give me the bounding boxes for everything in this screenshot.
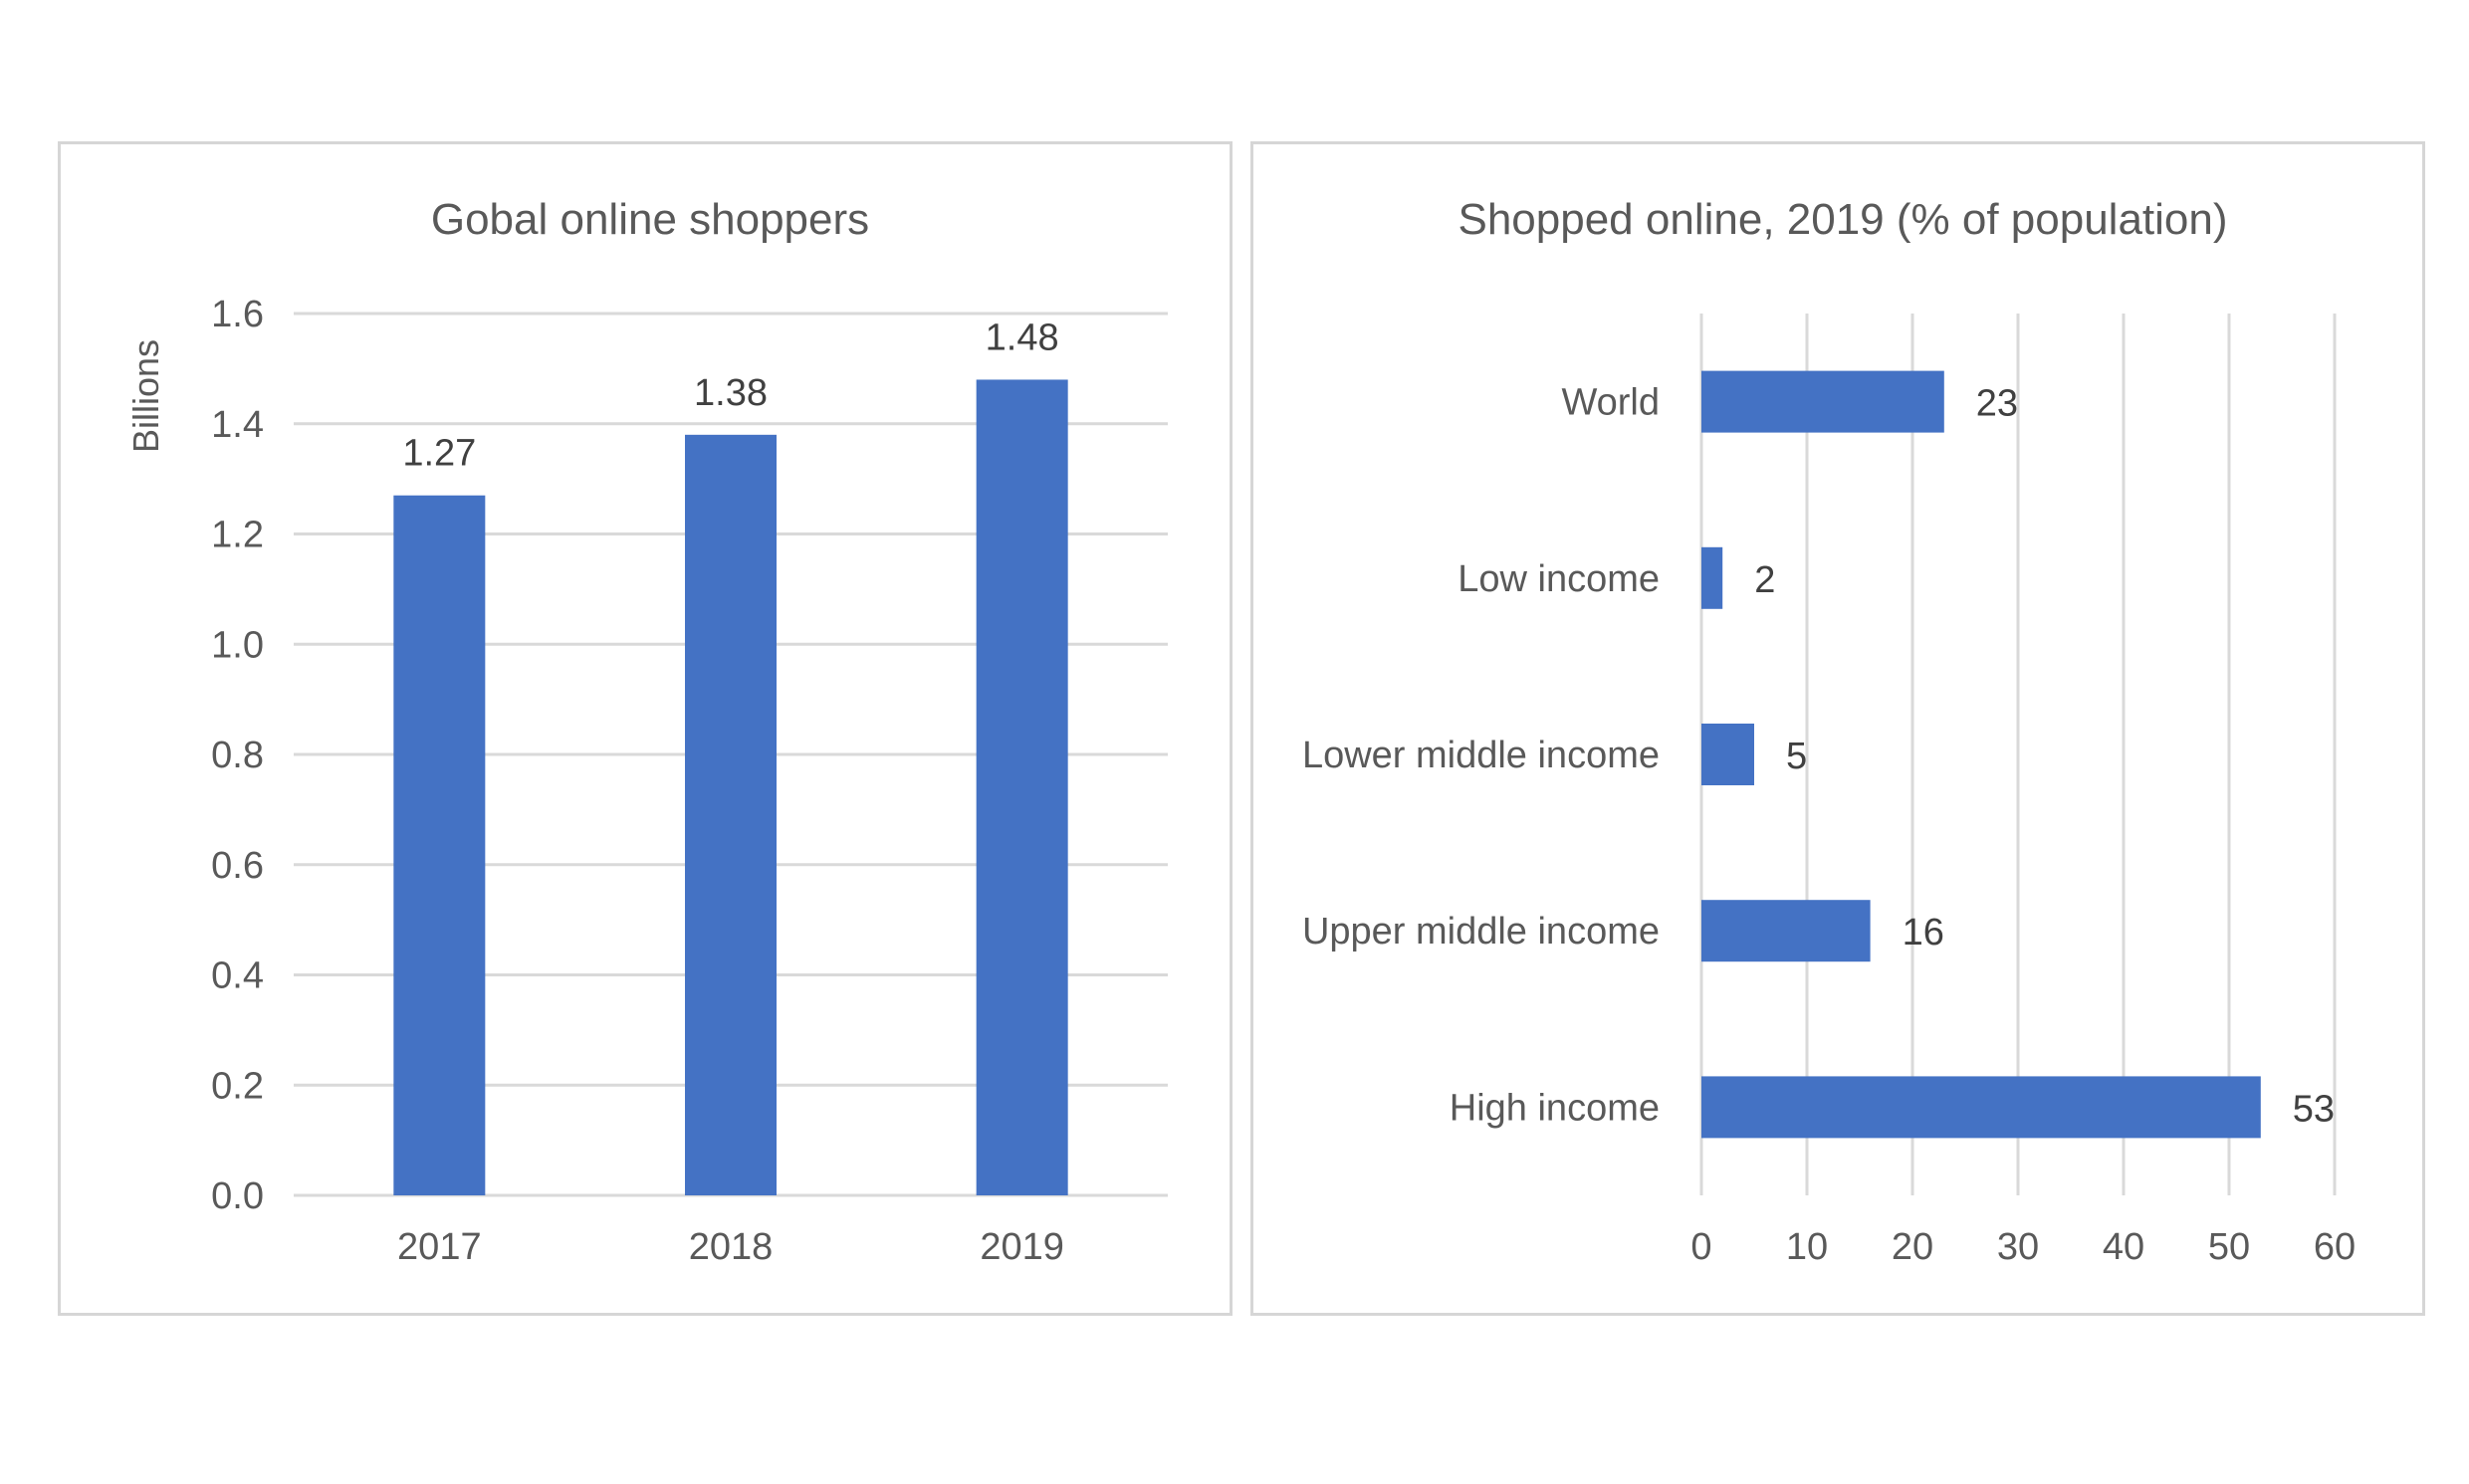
y-tick-label: 1.2 [211, 515, 264, 556]
bar-chart-global-online-shoppers: Gobal online shoppers Billions 0.0 0.2 0.4… [125, 195, 1168, 1268]
bar [1701, 546, 1723, 609]
y-tick-label: 0.2 [211, 1065, 264, 1107]
category-label: Upper middle income [1302, 911, 1660, 953]
bar [1701, 724, 1754, 785]
data-label: 23 [1976, 383, 2018, 425]
bar [685, 434, 777, 1195]
data-label: 2 [1754, 559, 1775, 601]
x-tick-label: 40 [2103, 1226, 2144, 1268]
bar [1701, 370, 1944, 433]
category-label: Lower middle income [1302, 735, 1660, 776]
x-tick-label: 2017 [397, 1226, 482, 1268]
x-tick-label: 50 [2208, 1226, 2250, 1268]
x-tick-label: 10 [1786, 1226, 1828, 1268]
y-tick-label: 1.4 [211, 404, 264, 446]
data-label: 1.48 [986, 317, 1059, 358]
x-tick-label: 30 [1997, 1226, 2039, 1268]
category-label: High income [1450, 1087, 1660, 1129]
x-tick-label: 2018 [689, 1226, 774, 1268]
chart-panel-global-online-shoppers: Gobal online shoppers Billions 0.0 0.2 0.4… [58, 141, 1233, 1316]
x-tick-label: 20 [1892, 1226, 1933, 1268]
data-label: 1.38 [694, 372, 768, 414]
bar [1701, 1076, 2261, 1139]
y-tick-label: 1.0 [211, 624, 264, 666]
data-label: 1.27 [402, 433, 476, 475]
x-tick-label: 60 [2314, 1226, 2356, 1268]
data-label: 16 [1903, 912, 1944, 954]
chart-title: Gobal online shoppers [431, 195, 869, 244]
x-tick-label: 2019 [980, 1226, 1064, 1268]
bar [393, 495, 486, 1195]
y-tick-label: 0.6 [211, 845, 264, 887]
data-label: 5 [1786, 736, 1807, 777]
y-tick-label: 0.8 [211, 735, 264, 776]
category-label: Low income [1458, 558, 1660, 600]
y-tick-label: 0.4 [211, 955, 264, 997]
bar [1701, 900, 1871, 962]
chart-title: Shopped online, 2019 (% of population) [1458, 195, 2227, 244]
bar [976, 379, 1068, 1195]
y-tick-label: 1.6 [211, 294, 264, 335]
category-label: World [1561, 382, 1660, 424]
y-axis-label: Billions [125, 339, 166, 453]
x-tick-label: 0 [1690, 1226, 1711, 1268]
data-label: 53 [2293, 1088, 2335, 1130]
y-tick-label: 0.0 [211, 1175, 264, 1217]
bar-chart-shopped-online-2019: Shopped online, 2019 (% of population) 0… [1302, 195, 2356, 1268]
chart-panel-shopped-online-2019: Shopped online, 2019 (% of population) 0… [1250, 141, 2425, 1316]
